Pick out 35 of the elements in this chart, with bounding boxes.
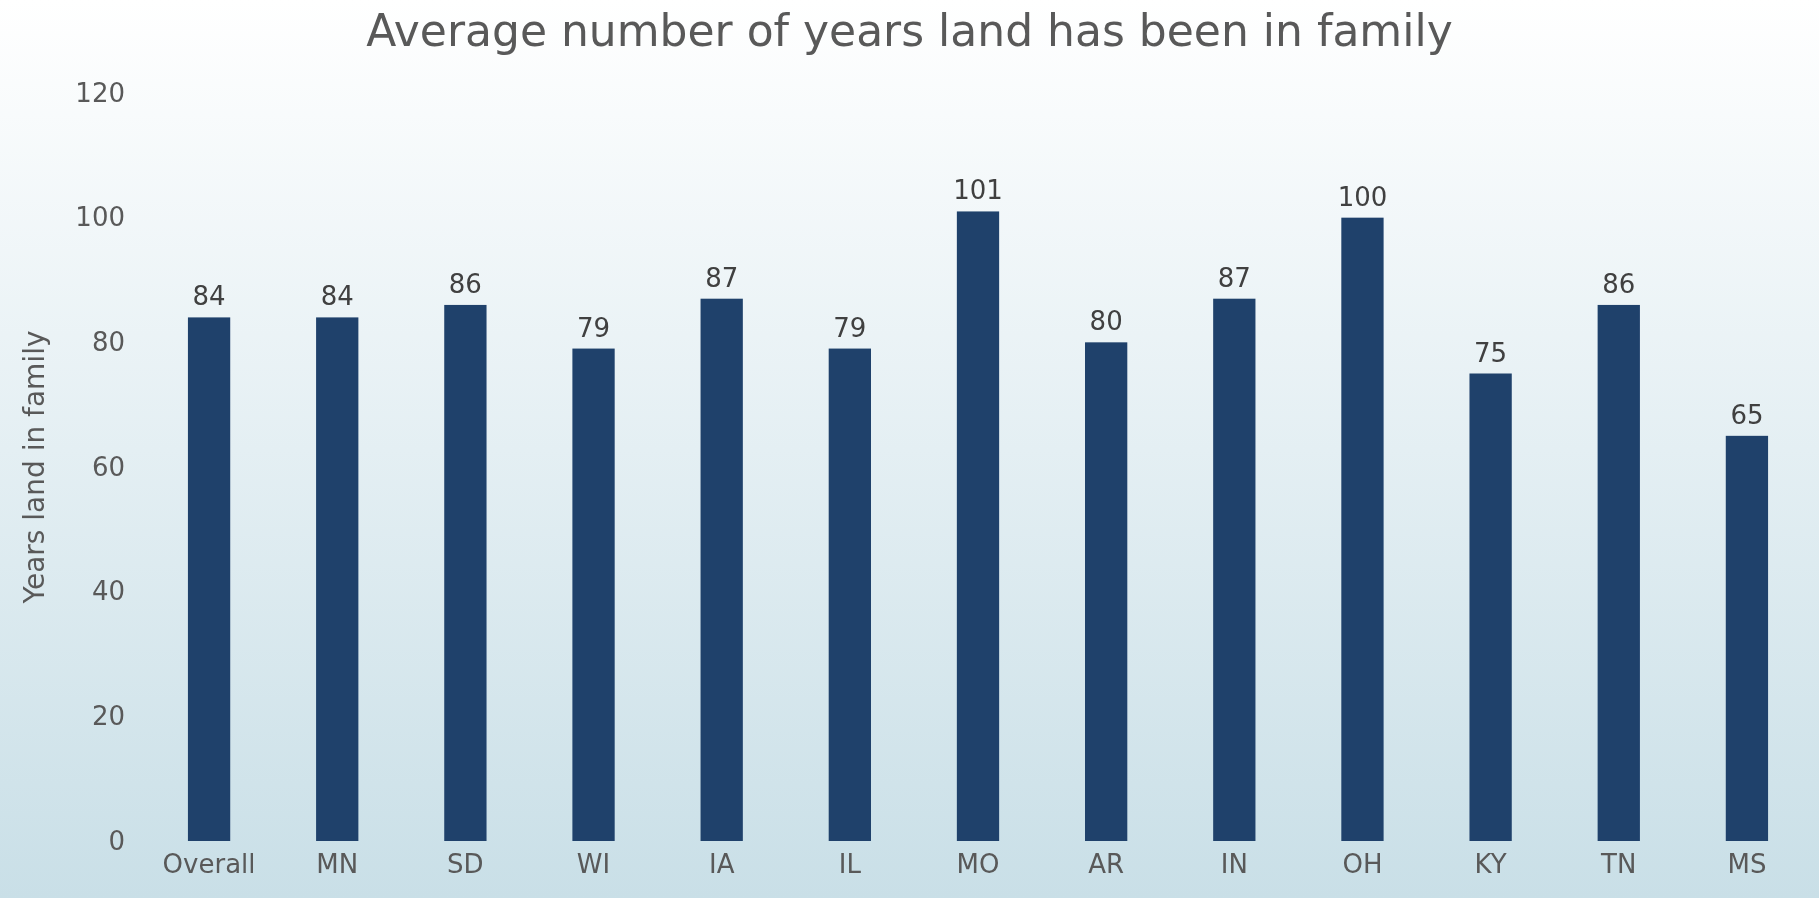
- data-label: 87: [705, 262, 739, 293]
- y-axis-title: Years land in family: [18, 330, 51, 605]
- data-label: 75: [1474, 337, 1508, 368]
- data-label: 79: [833, 312, 867, 343]
- data-label: 65: [1730, 399, 1764, 430]
- x-tick-label: Overall: [162, 849, 256, 880]
- data-label: 80: [1089, 306, 1123, 337]
- x-tick-label: MN: [316, 849, 359, 880]
- data-label: 79: [576, 312, 611, 343]
- y-tick-label: 20: [91, 701, 125, 732]
- x-tick-label: SD: [447, 849, 484, 880]
- x-tick-label: TN: [1600, 849, 1637, 880]
- x-tick-label: KY: [1474, 849, 1507, 880]
- x-tick-label: AR: [1088, 849, 1125, 880]
- data-label: 101: [953, 175, 1003, 206]
- y-tick-label: 60: [91, 451, 125, 482]
- x-tick-label: IA: [708, 849, 735, 880]
- x-tick-label: MS: [1727, 849, 1767, 880]
- y-tick-label: 100: [75, 202, 125, 233]
- x-tick-label: MO: [956, 849, 1000, 880]
- x-tick-label: WI: [576, 849, 611, 880]
- data-label: 87: [1217, 262, 1251, 293]
- data-label: 86: [1602, 268, 1636, 299]
- y-tick-label: 120: [75, 77, 125, 108]
- x-tick-label: IL: [838, 849, 862, 880]
- y-tick-label: 40: [91, 576, 125, 607]
- data-label: 86: [448, 268, 482, 299]
- y-tick-label: 80: [91, 327, 125, 358]
- y-tick-label: 0: [108, 825, 125, 856]
- x-tick-label: OH: [1342, 849, 1383, 880]
- data-label: 84: [320, 281, 354, 312]
- data-label: 100: [1337, 181, 1388, 212]
- data-label: 84: [192, 281, 226, 312]
- x-tick-label: IN: [1220, 849, 1248, 880]
- chart-title: Average number of years land has been in family: [366, 5, 1453, 56]
